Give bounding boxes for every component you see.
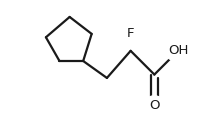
Ellipse shape	[121, 20, 140, 35]
Text: OH: OH	[168, 44, 188, 57]
Text: O: O	[149, 99, 160, 112]
Ellipse shape	[143, 96, 166, 114]
Ellipse shape	[165, 40, 191, 61]
Text: F: F	[127, 27, 134, 40]
